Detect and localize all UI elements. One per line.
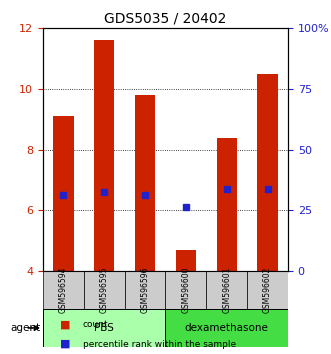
Bar bbox=[135, 95, 155, 271]
FancyBboxPatch shape bbox=[84, 271, 125, 309]
Text: count: count bbox=[83, 320, 108, 329]
Bar bbox=[216, 138, 237, 271]
Text: ■: ■ bbox=[60, 319, 70, 329]
FancyBboxPatch shape bbox=[43, 309, 166, 347]
Text: agent: agent bbox=[10, 323, 40, 333]
FancyBboxPatch shape bbox=[43, 271, 84, 309]
Text: GSM596594: GSM596594 bbox=[59, 267, 68, 313]
Bar bbox=[176, 250, 196, 271]
FancyBboxPatch shape bbox=[247, 271, 288, 309]
FancyBboxPatch shape bbox=[166, 309, 288, 347]
FancyBboxPatch shape bbox=[166, 271, 206, 309]
Text: GSM596602: GSM596602 bbox=[263, 267, 272, 313]
Text: GSM596596: GSM596596 bbox=[141, 267, 150, 313]
FancyBboxPatch shape bbox=[125, 271, 166, 309]
Text: dexamethasone: dexamethasone bbox=[185, 323, 269, 333]
Text: PBS: PBS bbox=[94, 323, 114, 333]
Bar bbox=[94, 40, 115, 271]
Bar bbox=[257, 74, 278, 271]
Title: GDS5035 / 20402: GDS5035 / 20402 bbox=[104, 12, 227, 26]
Text: GSM596600: GSM596600 bbox=[181, 267, 190, 313]
FancyBboxPatch shape bbox=[206, 271, 247, 309]
Text: GSM596595: GSM596595 bbox=[100, 267, 109, 313]
Bar bbox=[53, 116, 73, 271]
Text: ■: ■ bbox=[60, 339, 70, 349]
Text: GSM596601: GSM596601 bbox=[222, 267, 231, 313]
Text: percentile rank within the sample: percentile rank within the sample bbox=[83, 340, 236, 349]
